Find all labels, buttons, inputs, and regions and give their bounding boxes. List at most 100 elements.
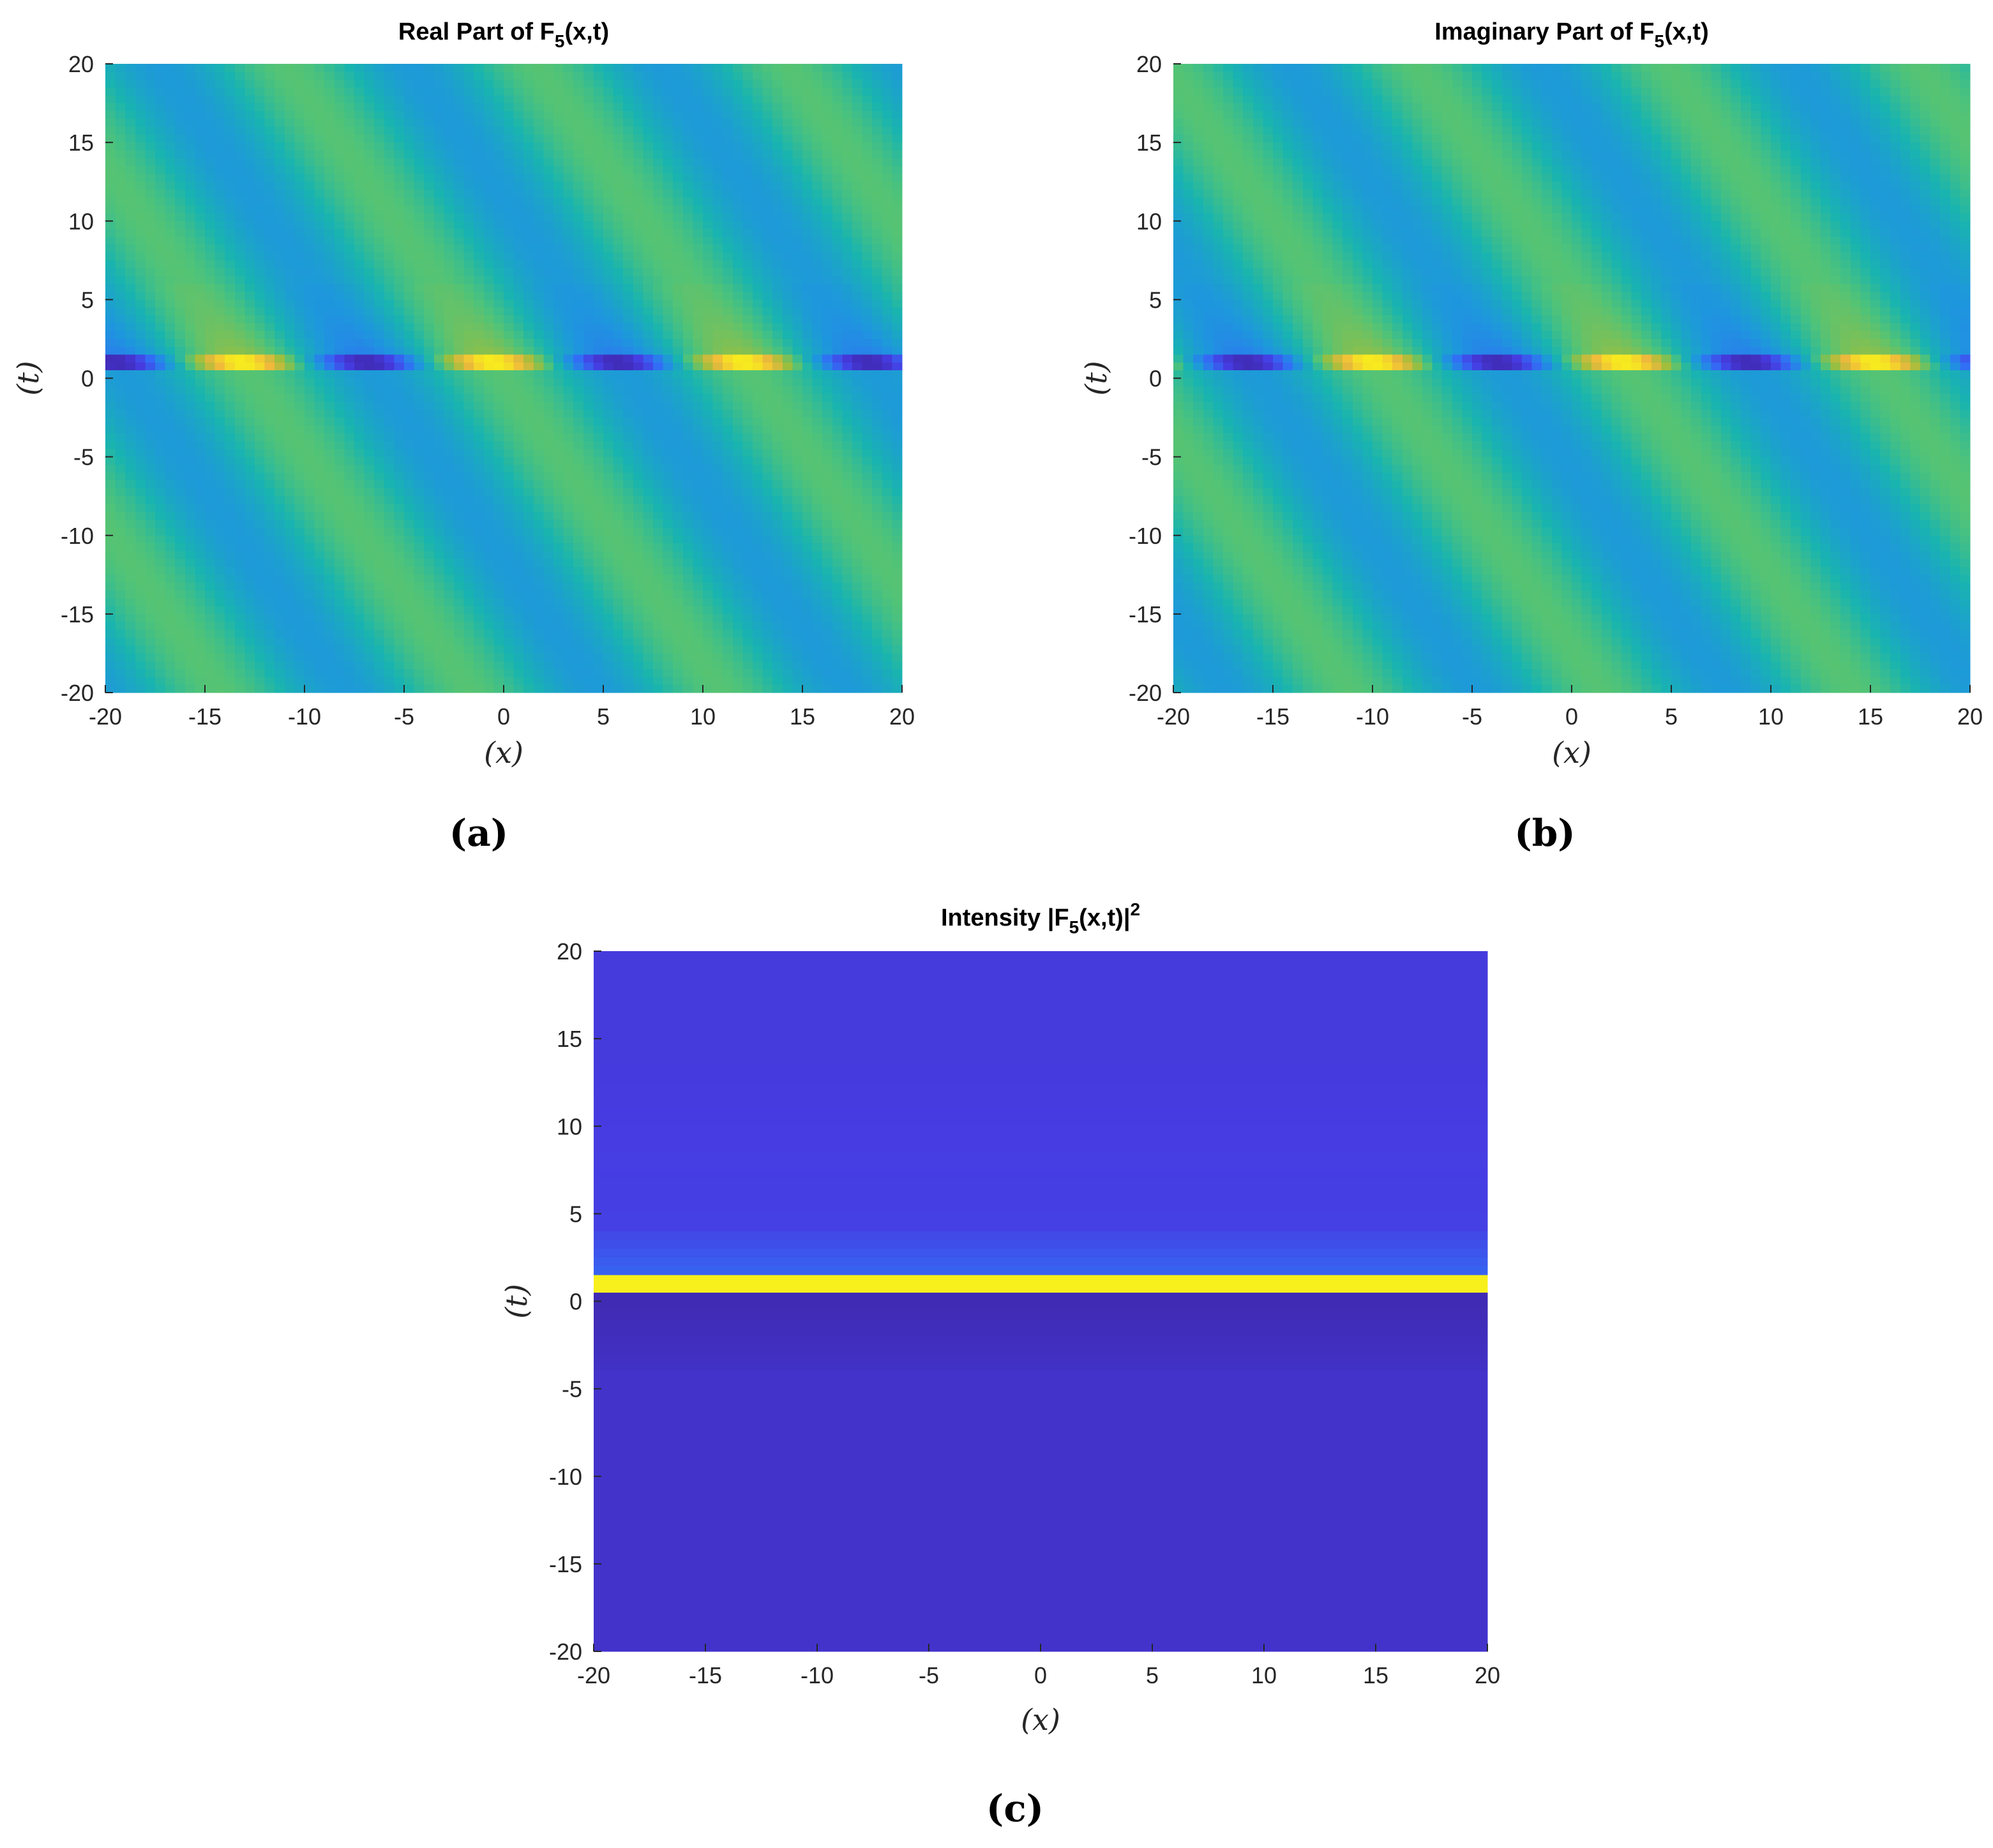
heatmap-cell xyxy=(792,236,803,245)
heatmap-cell xyxy=(205,268,216,277)
heatmap-cell xyxy=(454,386,465,394)
heatmap-cell xyxy=(742,221,753,230)
heatmap-cell xyxy=(613,441,624,449)
heatmap-cell xyxy=(753,260,763,269)
heatmap-cell xyxy=(543,511,554,520)
heatmap-cell xyxy=(105,276,116,285)
heatmap-cell xyxy=(175,134,186,143)
heatmap-cell xyxy=(205,283,216,292)
heatmap-cell xyxy=(802,134,813,143)
heatmap-cell xyxy=(693,402,703,410)
heatmap-cell xyxy=(723,449,733,458)
heatmap-cell xyxy=(523,71,534,80)
heatmap-cell xyxy=(125,174,136,183)
heatmap-cell xyxy=(404,496,415,505)
heatmap-cell xyxy=(792,283,803,292)
heatmap-cell xyxy=(404,221,415,230)
heatmap-cell xyxy=(723,103,733,112)
heatmap-cell xyxy=(225,119,236,128)
heatmap-cell xyxy=(105,511,116,520)
heatmap-cell xyxy=(543,236,554,245)
heatmap-cell xyxy=(334,496,345,505)
heatmap-cell xyxy=(275,79,285,88)
heatmap-cell xyxy=(165,331,176,340)
heatmap-cell xyxy=(225,456,236,465)
heatmap-cell xyxy=(723,244,733,253)
heatmap-cell xyxy=(184,354,195,363)
heatmap-cell xyxy=(842,307,853,316)
heatmap-cell xyxy=(205,480,216,489)
heatmap-cell xyxy=(275,331,285,340)
heatmap-cell xyxy=(394,166,405,174)
heatmap-cell xyxy=(753,543,763,552)
heatmap-cell xyxy=(344,95,355,104)
heatmap-cell xyxy=(454,283,465,292)
heatmap-cell xyxy=(105,205,116,214)
heatmap-cell xyxy=(324,409,335,418)
heatmap-cell xyxy=(483,292,494,300)
heatmap-cell xyxy=(513,110,524,119)
heatmap-cell xyxy=(822,504,833,513)
heatmap-cell xyxy=(842,260,853,269)
heatmap-cell xyxy=(682,362,693,371)
heatmap-cell xyxy=(314,527,325,536)
heatmap-cell xyxy=(822,71,833,80)
heatmap-cell xyxy=(334,347,345,356)
heatmap-cell xyxy=(155,511,166,520)
heatmap-cell xyxy=(673,79,684,88)
heatmap-cell xyxy=(523,511,534,520)
heatmap-real xyxy=(105,64,903,693)
heatmap-cell xyxy=(872,456,883,465)
heatmap-cell xyxy=(753,488,763,497)
heatmap-cell xyxy=(523,229,534,237)
heatmap-cell xyxy=(493,79,504,88)
heatmap-cell xyxy=(314,174,325,183)
heatmap-cell xyxy=(772,362,783,371)
heatmap-cell xyxy=(234,520,245,529)
heatmap-cell xyxy=(753,511,763,520)
heatmap-cell xyxy=(275,511,285,520)
heatmap-cell xyxy=(414,260,425,269)
heatmap-cell xyxy=(762,433,773,442)
heatmap-cell xyxy=(802,126,813,135)
heatmap-cell xyxy=(573,166,584,174)
heatmap-cell xyxy=(234,402,245,410)
heatmap-cell xyxy=(463,535,474,544)
heatmap-cell xyxy=(463,441,474,449)
heatmap-cell xyxy=(593,95,604,104)
heatmap-cell xyxy=(782,142,793,151)
heatmap-cell xyxy=(782,166,793,174)
heatmap-cell xyxy=(135,472,146,481)
heatmap-cell xyxy=(165,205,176,214)
heatmap-cell xyxy=(862,480,873,489)
heatmap-cell xyxy=(593,236,604,245)
heatmap-cell xyxy=(523,268,534,277)
heatmap-cell xyxy=(225,394,236,403)
heatmap-cell xyxy=(832,150,843,159)
heatmap-cell xyxy=(673,87,684,96)
heatmap-cell xyxy=(284,268,295,277)
heatmap-cell xyxy=(125,464,136,473)
heatmap-cell xyxy=(653,174,664,183)
heatmap-cell xyxy=(593,260,604,269)
heatmap-cell xyxy=(802,378,813,387)
heatmap-cell xyxy=(782,378,793,387)
heatmap-cell xyxy=(573,134,584,143)
heatmap-cell xyxy=(414,511,425,520)
heatmap-cell xyxy=(305,292,315,300)
heatmap-cell xyxy=(255,409,266,418)
heatmap-cell xyxy=(553,158,564,167)
heatmap-cell xyxy=(225,378,236,387)
heatmap-cell xyxy=(753,79,763,88)
heatmap-cell xyxy=(334,205,345,214)
heatmap-cell xyxy=(324,307,335,316)
heatmap-cell xyxy=(742,331,753,340)
heatmap-cell xyxy=(623,283,634,292)
heatmap-cell xyxy=(673,260,684,269)
heatmap-cell xyxy=(623,496,634,505)
heatmap-cell xyxy=(742,95,753,104)
heatmap-cell xyxy=(802,299,813,308)
heatmap-cell xyxy=(663,543,673,552)
heatmap-cell xyxy=(493,252,504,261)
heatmap-cell xyxy=(493,64,504,72)
